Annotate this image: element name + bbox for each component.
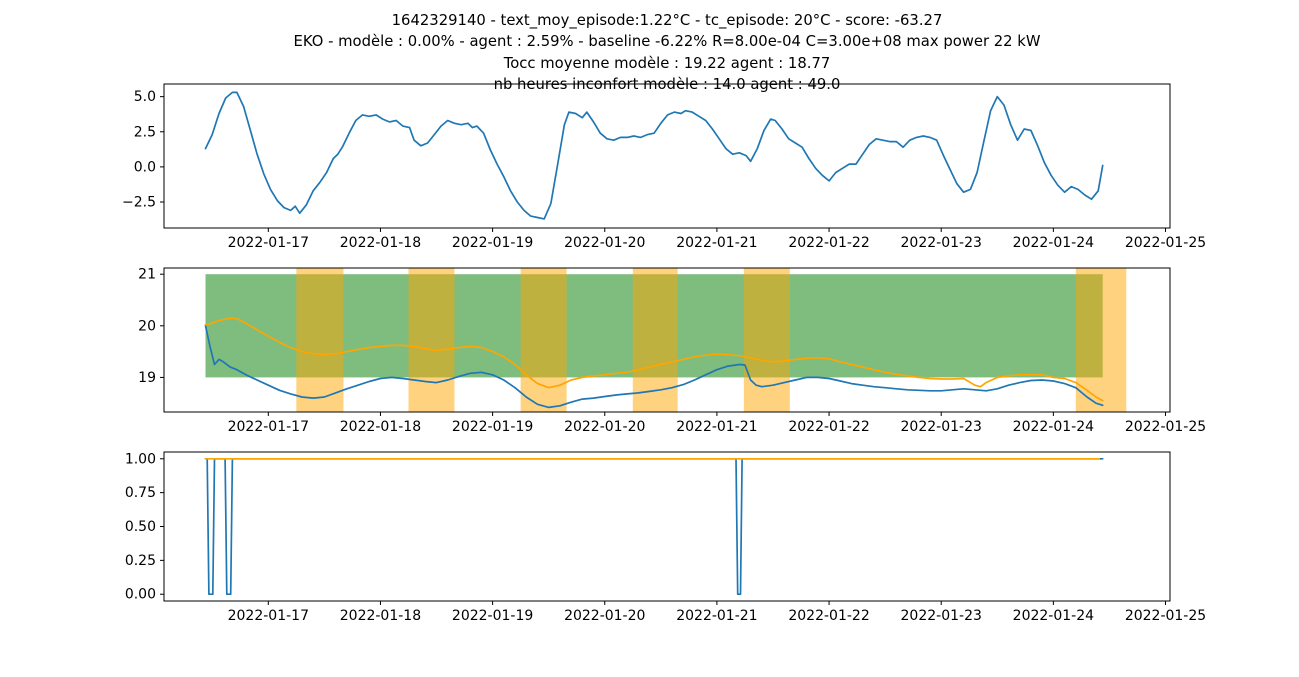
x-tick-label: 2022-01-25 (1125, 419, 1206, 435)
axes-frame (163, 451, 1171, 602)
y-tick-label: 1.00 (125, 451, 156, 467)
y-tick-label: 21 (138, 267, 156, 283)
series-text-exterior-temp (204, 91, 1104, 220)
x-tick-label: 2022-01-20 (564, 235, 645, 251)
x-tick-label: 2022-01-17 (228, 419, 309, 435)
x-tick-label: 2022-01-18 (340, 608, 421, 624)
x-tick-label: 2022-01-19 (452, 235, 533, 251)
y-tick-label: 0.0 (134, 159, 156, 175)
x-tick-label: 2022-01-25 (1125, 235, 1206, 251)
x-tick-label: 2022-01-17 (228, 608, 309, 624)
y-tick-label: 0.75 (125, 485, 156, 501)
series-signal-agent (204, 457, 1104, 596)
title-line-episode-score: 1642329140 - text_moy_episode:1.22°C - t… (391, 12, 943, 29)
x-tick-label: 2022-01-21 (676, 235, 757, 251)
occupancy-band (408, 268, 455, 412)
axes-frame (163, 267, 1171, 413)
occupancy-band (743, 268, 790, 412)
y-tick-label: 5.0 (134, 89, 156, 105)
x-tick-label: 2022-01-23 (901, 235, 982, 251)
x-tick-label: 2022-01-21 (676, 608, 757, 624)
y-tick-label: 2.5 (134, 124, 156, 140)
axes-frame (163, 83, 1171, 229)
series-tint-modele (204, 317, 1104, 402)
occupancy-band (1075, 268, 1127, 412)
x-tick-label: 2022-01-19 (452, 419, 533, 435)
title-line-inconfort: nb heures inconfort modèle : 14.0 agent … (493, 75, 841, 93)
x-tick-label: 2022-01-22 (788, 608, 869, 624)
x-tick-label: 2022-01-22 (788, 419, 869, 435)
y-tick-label: 0.25 (125, 553, 156, 569)
y-tick-label: −2.5 (122, 195, 156, 211)
plot-area (204, 457, 1104, 596)
series-tint-agent (204, 324, 1104, 409)
indoor-temperature-chart: 2022-01-17 2022-01-18 2022-01-19 2022-01-20… (138, 267, 1206, 435)
x-tick-label: 2022-01-20 (564, 419, 645, 435)
y-tick-label: 19 (138, 370, 156, 386)
x-tick-label: 2022-01-24 (1013, 419, 1094, 435)
y-tick-label: 0.00 (125, 587, 156, 603)
occupancy-band (520, 268, 567, 412)
availability-signal-chart: 2022-01-17 2022-01-18 2022-01-19 2022-01-20… (125, 451, 1206, 624)
plot-area (204, 268, 1127, 412)
x-tick-label: 2022-01-22 (788, 235, 869, 251)
x-tick-label: 2022-01-24 (1013, 608, 1094, 624)
x-tick-label: 2022-01-23 (901, 419, 982, 435)
x-tick-label: 2022-01-19 (452, 608, 533, 624)
plot-area (204, 91, 1104, 220)
x-tick-label: 2022-01-17 (228, 235, 309, 251)
exterior-temperature-chart: 2022-01-17 2022-01-18 2022-01-19 2022-01-20… (122, 83, 1206, 251)
figure-title: 1642329140 - text_moy_episode:1.22°C - t… (164, 10, 1170, 95)
x-tick-label: 2022-01-20 (564, 608, 645, 624)
x-tick-label: 2022-01-18 (340, 235, 421, 251)
y-tick-label: 0.50 (125, 519, 156, 535)
x-tick-label: 2022-01-23 (901, 608, 982, 624)
title-line-eko-params: EKO - modèle : 0.00% - agent : 2.59% - b… (293, 33, 1041, 51)
x-tick-label: 2022-01-24 (1013, 235, 1094, 251)
occupancy-band (296, 268, 344, 412)
x-tick-label: 2022-01-25 (1125, 608, 1206, 624)
x-tick-label: 2022-01-18 (340, 419, 421, 435)
x-tick-label: 2022-01-21 (676, 419, 757, 435)
y-tick-label: 20 (138, 318, 156, 334)
title-line-tocc: Tocc moyenne modèle : 19.22 agent : 18.7… (503, 54, 831, 72)
